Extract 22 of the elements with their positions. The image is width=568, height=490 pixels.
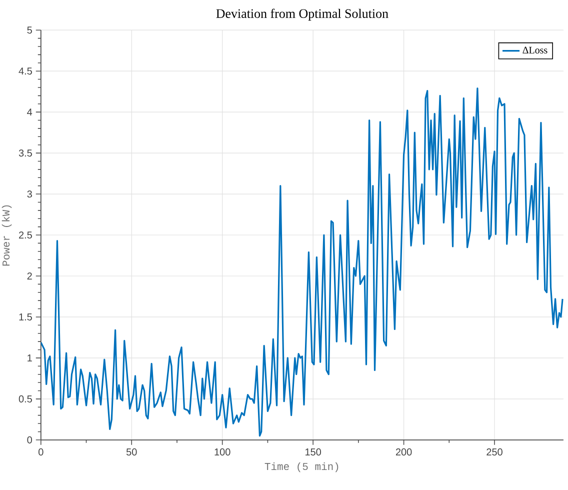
line-series <box>40 88 564 437</box>
y-tick-label: 2.5 <box>19 232 32 239</box>
y-tick-label: 2 <box>27 272 32 280</box>
y-tick-label: 0 <box>27 436 32 444</box>
x-tick-label: 150 <box>306 448 321 456</box>
y-tick-label: 1.5 <box>19 314 32 320</box>
x-tick-label: 100 <box>214 448 230 456</box>
y-axis-title: Power (kW) <box>2 205 12 266</box>
y-tick-label: 0.5 <box>18 395 32 403</box>
y-tick-label: 3 <box>27 190 32 198</box>
y-tick-label: 1 <box>28 354 32 362</box>
x-tick-label: 0 <box>38 448 44 456</box>
y-tick-label: 4.5 <box>18 68 32 75</box>
y-tick-label: 3.5 <box>18 150 32 157</box>
x-tick-label: 50 <box>126 448 137 456</box>
chart-title: Deviation from Optimal Solution <box>216 8 388 21</box>
x-tick-label: 200 <box>396 448 412 456</box>
legend-label: ΔLoss <box>522 46 548 54</box>
y-tick-label: 4 <box>27 108 32 116</box>
x-axis-title: Time (5 min) <box>264 462 338 472</box>
y-tick-label: 5 <box>27 26 32 34</box>
x-tick-label: 250 <box>486 448 502 456</box>
